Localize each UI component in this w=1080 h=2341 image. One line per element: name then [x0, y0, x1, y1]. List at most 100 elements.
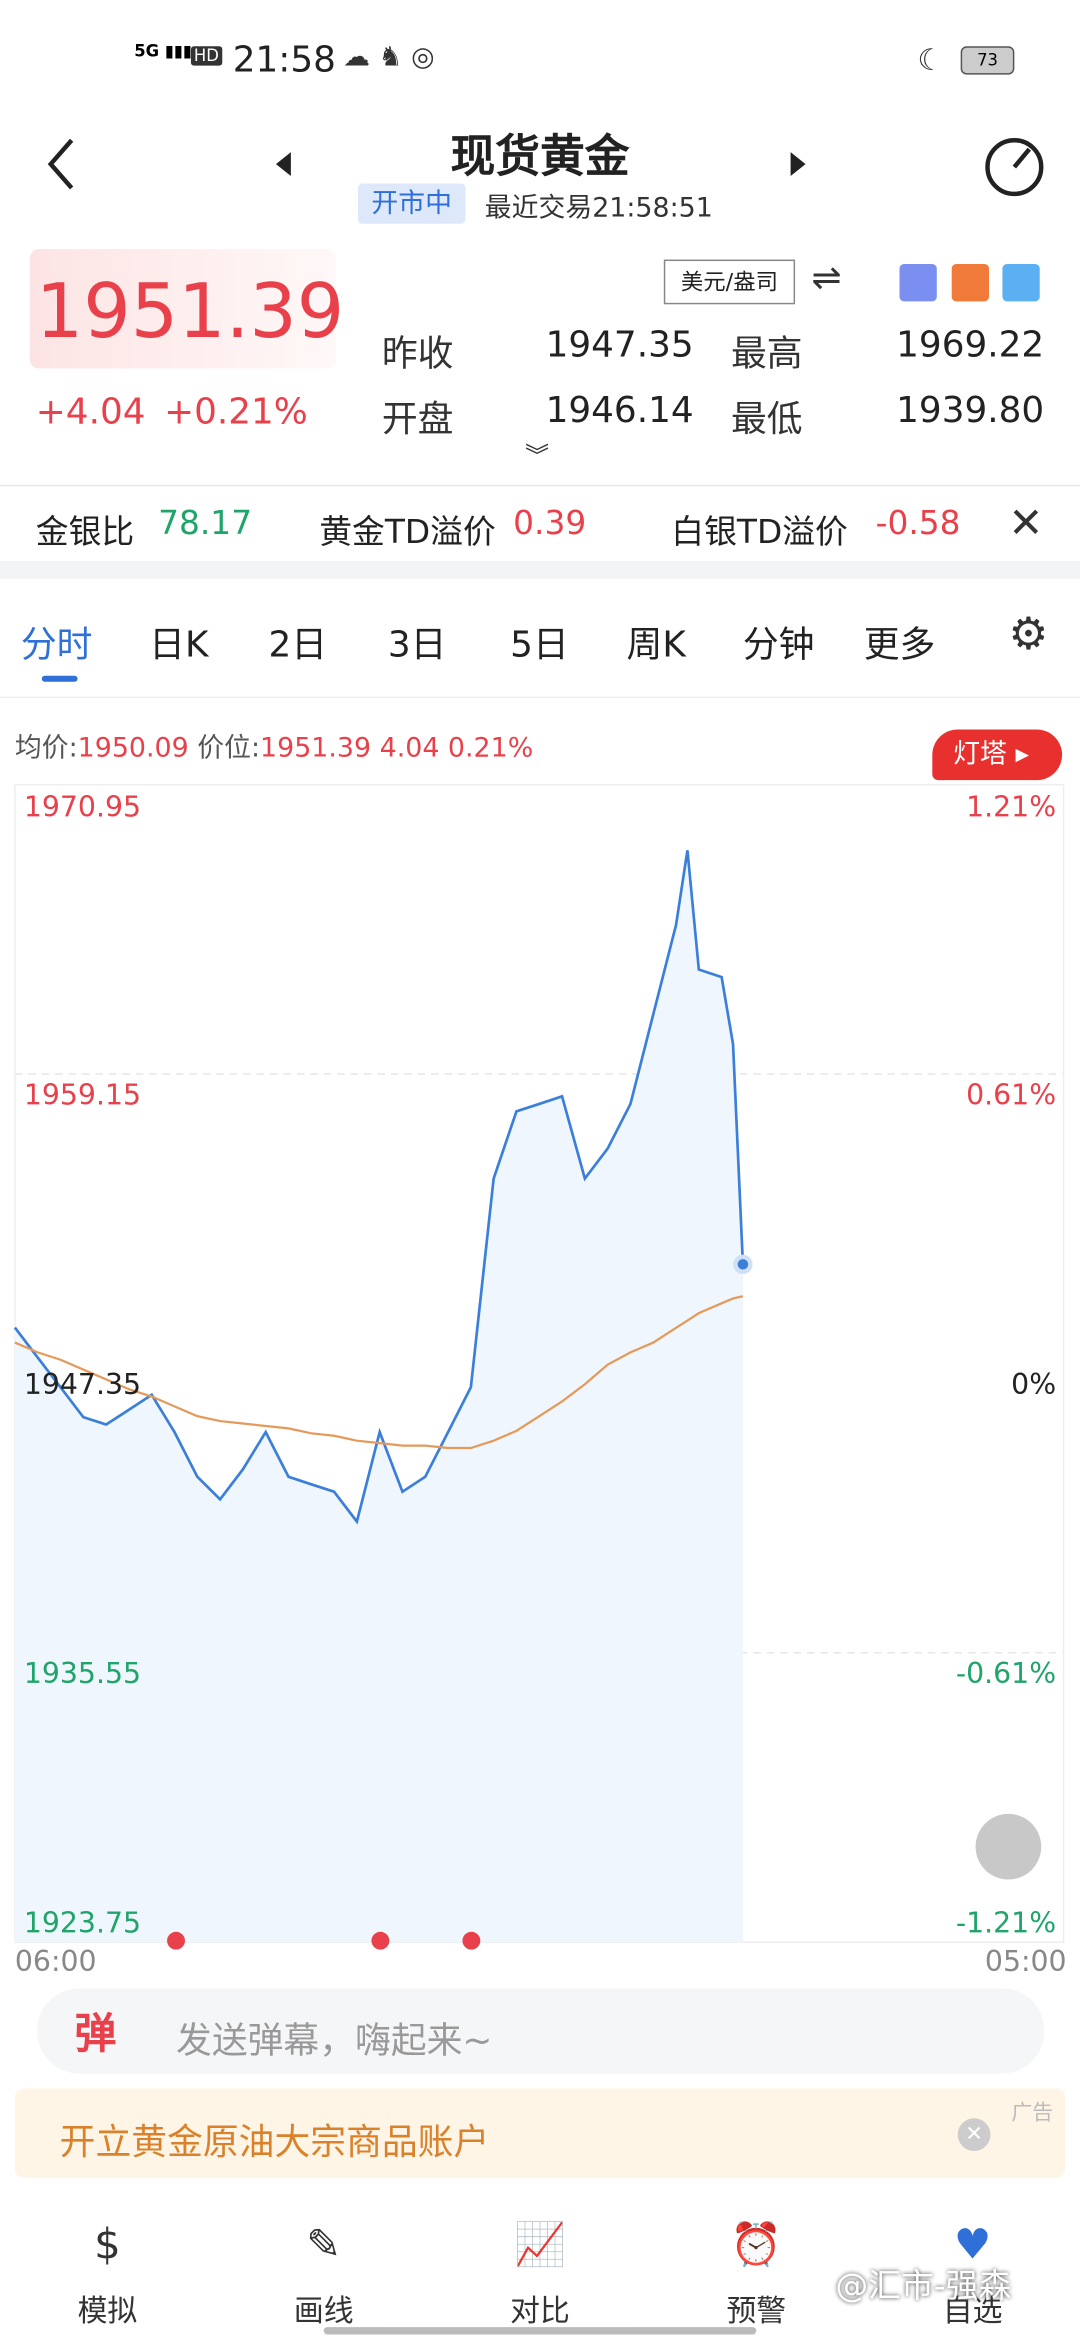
- danmaku-placeholder: 发送弹幕，嗨起来~: [176, 2019, 493, 2062]
- ratio-value: 78.17: [158, 505, 253, 543]
- tab[interactable]: 周K: [626, 623, 686, 666]
- nav-icon: $: [94, 2219, 121, 2269]
- settings[interactable]: ⚙: [1008, 608, 1049, 661]
- change: +4.04: [35, 390, 146, 433]
- ad-tag: 广告: [1011, 2101, 1054, 2126]
- nav-icon: ♥: [953, 2219, 992, 2269]
- stat-value: 1939.80: [896, 389, 1045, 432]
- y-tick-label: 1959.15: [24, 1078, 141, 1111]
- tool-icon[interactable]: [951, 264, 990, 302]
- refresh[interactable]: [985, 137, 1044, 197]
- nav-label[interactable]: 预警: [726, 2292, 787, 2329]
- tab[interactable]: 3日: [387, 623, 447, 666]
- stat-label: 最低: [730, 398, 803, 441]
- last-trade: 最近交易21:58:51: [484, 192, 713, 224]
- stat-label: 昨收: [381, 332, 454, 375]
- y2-tick-label: -0.61%: [956, 1657, 1056, 1690]
- expand[interactable]: ︾: [525, 441, 549, 470]
- chart-info: 均价:1950.09 价位:1951.39 4.04 0.21%: [15, 726, 533, 765]
- unit[interactable]: 美元/盎司: [663, 259, 796, 305]
- moon: ☾: [917, 41, 945, 78]
- divider: [0, 484, 1080, 487]
- last-point: [733, 1254, 753, 1275]
- y-tick-label: 1970.95: [24, 791, 141, 824]
- ratio-label: 黄金TD溢价: [319, 514, 496, 552]
- ratio-label: 白银TD溢价: [671, 514, 848, 552]
- close[interactable]: ✕: [1008, 498, 1044, 548]
- header-icons: [47, 137, 1044, 197]
- battery: 73: [960, 46, 1015, 75]
- title: 现货黄金: [450, 131, 630, 184]
- event-dot[interactable]: [167, 1931, 185, 1950]
- nav-label[interactable]: 模拟: [77, 2292, 138, 2329]
- tab[interactable]: 2日: [268, 623, 328, 666]
- home-bar: [323, 2327, 757, 2335]
- badge-text: 灯塔: [953, 738, 1007, 770]
- price-value: 1951.39 4.04 0.21%: [260, 732, 534, 764]
- y2-tick-label: 0.61%: [966, 1078, 1056, 1111]
- next[interactable]: [790, 152, 806, 177]
- x-tick-label: 06:00: [15, 1945, 97, 1978]
- tab[interactable]: 5日: [510, 623, 569, 666]
- ad-box[interactable]: [14, 2088, 1066, 2178]
- ratio-label: 金银比: [35, 514, 135, 552]
- nav-icon: 📈: [513, 2219, 567, 2269]
- danmaku-box[interactable]: [37, 1988, 1045, 2074]
- avg-label: 均价:: [14, 732, 78, 764]
- event-dot[interactable]: [462, 1931, 481, 1950]
- tab-underline: [41, 675, 78, 682]
- danmaku-icon: 弹: [74, 2009, 117, 2059]
- ad-close[interactable]: ✕: [957, 2118, 991, 2152]
- stat-value: 1969.22: [896, 323, 1045, 366]
- event-dot[interactable]: [371, 1931, 390, 1950]
- change-pct: +0.21%: [164, 390, 308, 433]
- tool-icon[interactable]: [899, 264, 937, 302]
- price-bg: [29, 249, 336, 369]
- tab[interactable]: 更多: [863, 623, 936, 666]
- prev[interactable]: [275, 152, 291, 177]
- y-tick-label: 1923.75: [24, 1906, 141, 1939]
- watermark: @汇市-强森: [835, 2268, 1012, 2307]
- price-label: 价位:: [197, 732, 261, 764]
- tab[interactable]: 日K: [149, 623, 209, 666]
- y2-tick-label: -1.21%: [956, 1906, 1056, 1939]
- back[interactable]: [47, 138, 74, 190]
- y-tick-label: 1935.55: [24, 1657, 141, 1690]
- avg-value: 1950.09: [77, 732, 189, 764]
- network: 5G ▮▮▮: [134, 41, 192, 62]
- nav-label[interactable]: 自选: [942, 2292, 1003, 2329]
- badge[interactable]: 灯塔 ▸: [932, 729, 1063, 781]
- gap: [0, 560, 1080, 579]
- ad-text: 开立黄金原油大宗商品账户: [59, 2121, 490, 2163]
- stat-label: 最高: [730, 332, 803, 375]
- y2-tick-label: 0%: [1011, 1368, 1056, 1401]
- nav-label[interactable]: 画线: [293, 2292, 354, 2329]
- tab[interactable]: 分钟: [742, 623, 815, 666]
- stat-value: 1947.35: [545, 323, 694, 366]
- swap[interactable]: ⇌: [811, 256, 842, 299]
- clock: 21:58: [232, 38, 336, 81]
- nav-icon: ✎: [306, 2219, 342, 2269]
- refresh-hand: [1012, 147, 1031, 169]
- market-status: 开市中: [358, 183, 466, 224]
- hd-icon: HD: [190, 46, 222, 66]
- stat-value: 1946.14: [545, 389, 694, 432]
- notif-icons: ☁ ♞ ◎: [343, 41, 435, 74]
- avg-line: [14, 1295, 744, 1450]
- nav-icon: ⏰: [730, 2219, 783, 2269]
- stat-label: 开盘: [381, 398, 454, 441]
- tab[interactable]: 分时: [20, 623, 93, 666]
- y2-tick-label: 1.21%: [966, 791, 1056, 824]
- ratio-value: -0.58: [875, 505, 961, 543]
- chart: 1923.75 -1.21% 1935.55 -0.61% 1947.35 0% 1959.…: [13, 783, 1067, 1978]
- area: [14, 850, 743, 1943]
- fullscreen[interactable]: [975, 1813, 1042, 1880]
- y-tick-label: 1947.35: [24, 1368, 141, 1401]
- tool-icon[interactable]: [1002, 264, 1040, 302]
- price: 1951.39: [35, 268, 345, 356]
- divider: [0, 696, 1080, 699]
- nav-label[interactable]: 对比: [510, 2292, 570, 2329]
- price-line: [13, 850, 745, 1525]
